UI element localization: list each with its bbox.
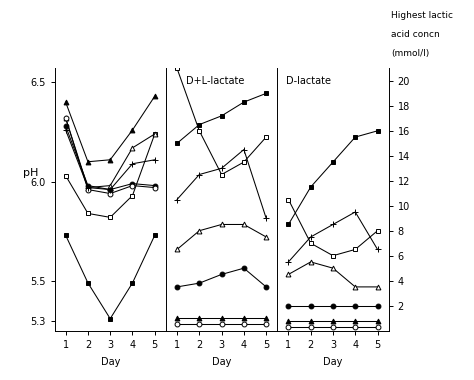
Text: D-lactate: D-lactate bbox=[286, 76, 331, 86]
Text: acid concn: acid concn bbox=[391, 30, 440, 40]
Text: Day: Day bbox=[323, 357, 343, 367]
Text: D+L-lactate: D+L-lactate bbox=[186, 76, 244, 86]
Text: pH: pH bbox=[23, 168, 39, 178]
Text: Day: Day bbox=[100, 357, 120, 367]
Text: Highest lactic: Highest lactic bbox=[391, 11, 453, 21]
Text: (mmol/l): (mmol/l) bbox=[391, 49, 429, 59]
Text: Day: Day bbox=[212, 357, 231, 367]
